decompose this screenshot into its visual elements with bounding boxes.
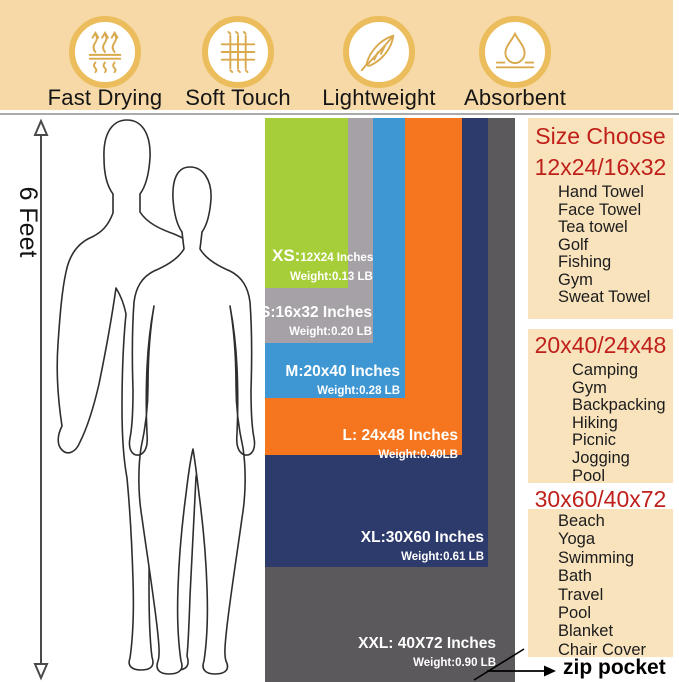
use-item: Golf	[558, 235, 589, 254]
use-item: Beach	[558, 512, 605, 530]
feature-label: Absorbent	[463, 85, 567, 110]
size-guide-title: Size Choose	[535, 123, 666, 149]
woven-fabric-icon	[202, 16, 274, 88]
feature-label: Lightweight	[322, 85, 436, 110]
use-item: Picnic	[572, 431, 617, 450]
feature-absorbent: Absorbent	[440, 0, 590, 110]
use-list: Hand Towel Face Towel Tea towel Golf Fis…	[528, 183, 673, 307]
use-item: Swimming	[558, 548, 635, 567]
size-group-heading: 30x60/40x72	[534, 486, 667, 512]
zip-pocket-label: zip pocket	[563, 656, 666, 679]
use-item: Yoga	[558, 530, 596, 549]
use-item: Hiking	[572, 413, 618, 432]
use-item: Travel	[558, 585, 604, 604]
use-item: Pool	[558, 604, 592, 623]
use-list: Camping Gym Backpacking Hiking Picnic Jo…	[528, 361, 673, 485]
use-item: Jogging	[572, 448, 630, 467]
towel-label-xxl: XXL: 40X72 Inches Weight:0.90 LB	[358, 635, 496, 669]
feature-lightweight: Lightweight	[304, 0, 454, 110]
use-item: Bath	[558, 567, 592, 586]
use-item: Tea towel	[558, 218, 628, 236]
use-list: Beach Yoga Swimming Bath Travel Pool Bla…	[528, 512, 673, 659]
feature-fast-drying: Fast Drying	[30, 0, 180, 110]
towel-label-m: M:20x40 Inches Weight:0.28 LB	[285, 363, 400, 397]
feature-soft-touch: Soft Touch	[163, 0, 313, 110]
band-divider	[0, 113, 679, 115]
use-item: Fishing	[558, 253, 612, 271]
towel-label-xl: XL:30X60 Inches Weight:0.61 LB	[360, 529, 484, 563]
use-item: Hand Towel	[558, 183, 644, 201]
water-drop-icon	[479, 16, 551, 88]
use-item: Blanket	[558, 622, 614, 641]
use-item: Camping	[572, 361, 639, 379]
use-item: Gym	[558, 270, 593, 289]
zip-pocket-arrow	[473, 648, 556, 681]
six-feet-arrow	[33, 118, 49, 681]
feature-label: Fast Drying	[47, 85, 163, 110]
use-item: Backpacking	[572, 396, 666, 415]
use-item: Face Towel	[558, 200, 642, 219]
size-guide-panel-small: Size Choose 12x24/16x32 Hand Towel Face …	[528, 118, 673, 319]
height-label: 6 Feet	[14, 187, 42, 258]
towel-rect-xs	[265, 118, 348, 288]
towel-size-stack: XS:12X24 Inches Weight:0.13 LB S:16x32 I…	[260, 118, 515, 682]
feather-icon	[343, 16, 415, 88]
size-group-heading: 12x24/16x32	[534, 154, 667, 180]
use-item: Sweat Towel	[558, 288, 651, 306]
use-item: Gym	[572, 378, 607, 397]
steam-icon	[69, 16, 141, 88]
towel-label-s: S:16x32 Inches Weight:0.20 LB	[259, 304, 372, 338]
use-item: Pool	[572, 466, 606, 485]
size-guide-panel-large: Beach Yoga Swimming Bath Travel Pool Bla…	[528, 509, 673, 659]
female-figure-outline	[128, 166, 256, 675]
size-guide-panel-medium: 20x40/24x48 Camping Gym Backpacking Hiki…	[528, 329, 673, 485]
height-comparison-figures: 6 Feet	[14, 118, 256, 681]
towel-label-l: L: 24x48 Inches Weight:0.40LB	[342, 427, 458, 461]
feature-label: Soft Touch	[185, 85, 291, 110]
use-item: Chair Cover	[558, 640, 647, 659]
towel-label-xs: XS:12X24 Inches Weight:0.13 LB	[272, 246, 374, 283]
size-group-heading: 20x40/24x48	[534, 332, 667, 358]
